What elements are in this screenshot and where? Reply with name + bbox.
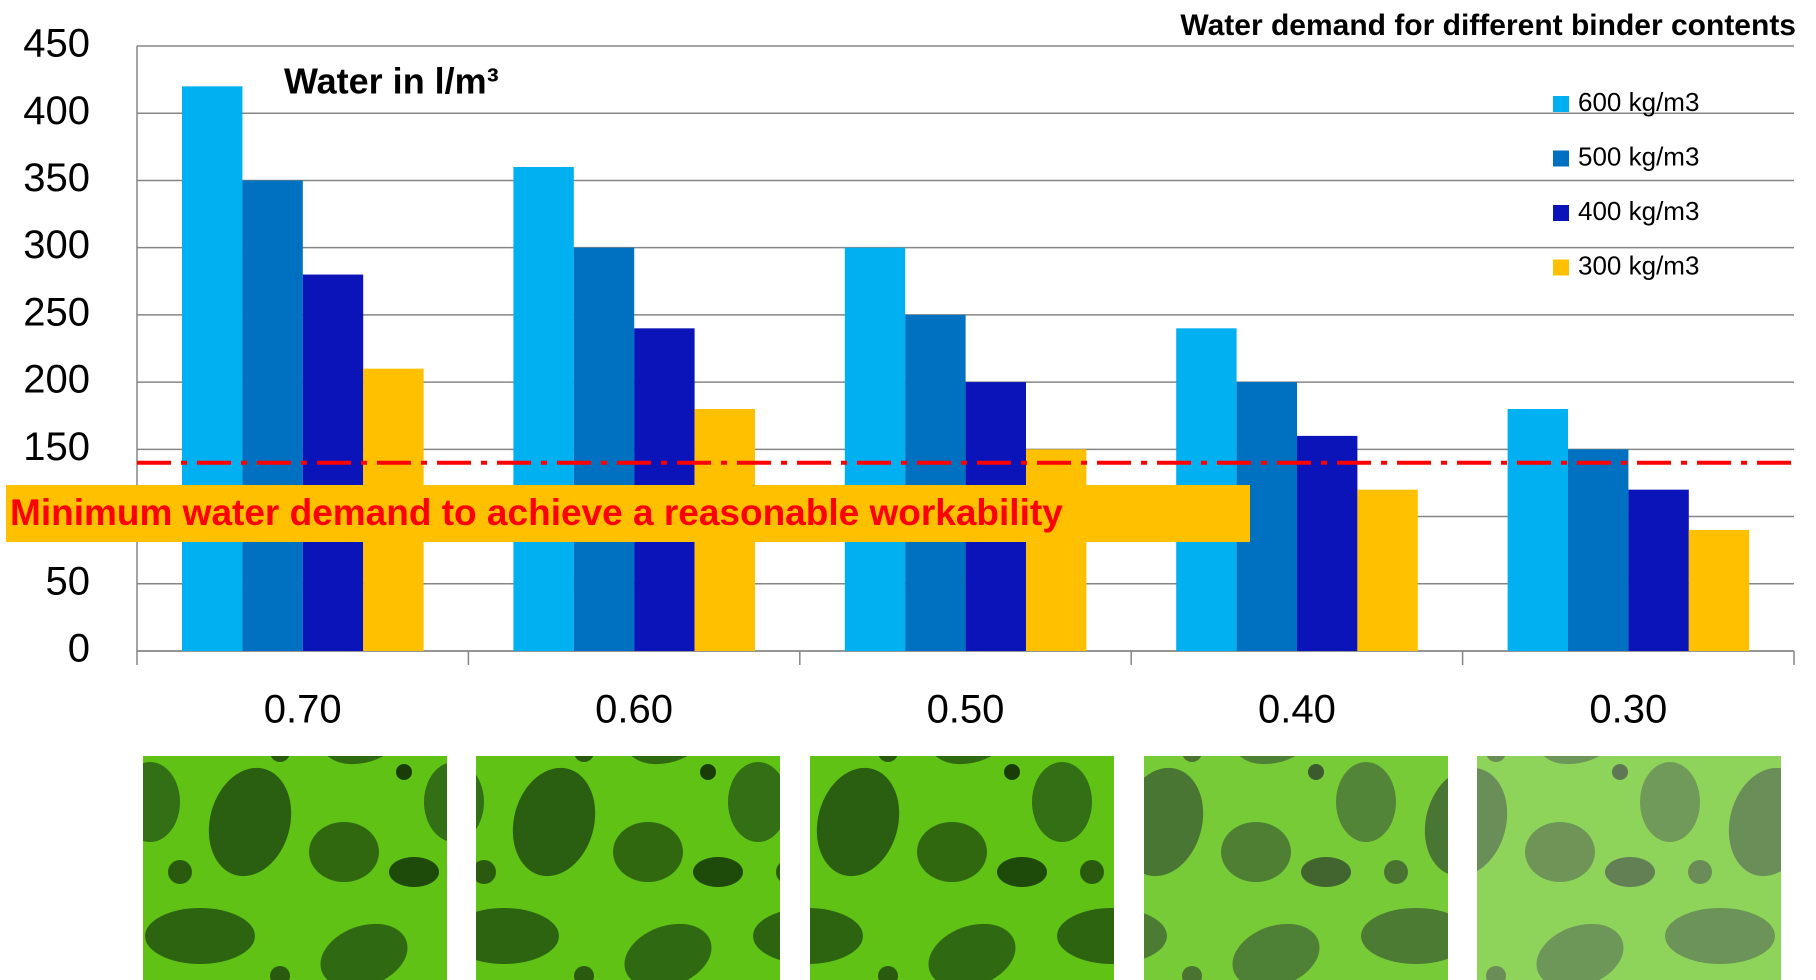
y-tick-label: 350	[23, 156, 90, 200]
bar	[1297, 436, 1357, 651]
y-tick-label: 250	[23, 290, 90, 334]
legend-swatch	[1553, 96, 1569, 112]
bar	[1026, 449, 1086, 651]
micrograph	[810, 756, 1114, 980]
x-tick-label: 0.50	[927, 688, 1005, 732]
legend-swatch	[1553, 151, 1569, 167]
bar	[1568, 449, 1628, 651]
micrograph	[1144, 756, 1448, 980]
y-tick-label: 300	[23, 223, 90, 267]
chart: 0501001502002503003504004500.700.600.500…	[0, 0, 1816, 980]
bar	[905, 315, 965, 651]
bar	[1357, 490, 1417, 651]
annotation-text: Minimum water demand to achieve a reason…	[10, 492, 1063, 533]
chart-title: Water demand for different binder conten…	[1180, 9, 1796, 42]
y-tick-label: 400	[23, 89, 90, 133]
bar	[242, 180, 302, 651]
y-tick-label: 0	[68, 627, 90, 671]
bar	[513, 167, 573, 651]
y-tick-label: 50	[46, 559, 91, 603]
bar	[574, 248, 634, 651]
legend-label: 500 kg/m3	[1578, 141, 1699, 171]
x-tick-label: 0.30	[1589, 688, 1667, 732]
bar	[1689, 530, 1749, 651]
bar	[182, 86, 242, 651]
legend-swatch	[1553, 260, 1569, 276]
y-tick-label: 150	[23, 425, 90, 469]
y-axis-label: Water in l/m³	[284, 61, 499, 102]
micrograph	[143, 756, 447, 980]
x-tick-label: 0.60	[595, 688, 673, 732]
x-tick-label: 0.70	[264, 688, 342, 732]
legend-label: 400 kg/m3	[1578, 196, 1699, 226]
legend-label: 300 kg/m3	[1578, 250, 1699, 280]
bar	[1628, 490, 1688, 651]
micrograph	[1477, 756, 1781, 980]
bar	[1508, 409, 1568, 651]
plot: 0501001502002503003504004500.700.600.500…	[6, 22, 1794, 732]
y-tick-label: 450	[23, 22, 90, 66]
y-tick-label: 200	[23, 358, 90, 402]
micrograph	[476, 756, 780, 980]
x-tick-label: 0.40	[1258, 688, 1336, 732]
legend-swatch	[1553, 205, 1569, 221]
page: 0501001502002503003504004500.700.600.500…	[0, 0, 1816, 980]
legend-label: 600 kg/m3	[1578, 87, 1699, 117]
micrographs	[143, 756, 1781, 980]
bar	[845, 248, 905, 651]
